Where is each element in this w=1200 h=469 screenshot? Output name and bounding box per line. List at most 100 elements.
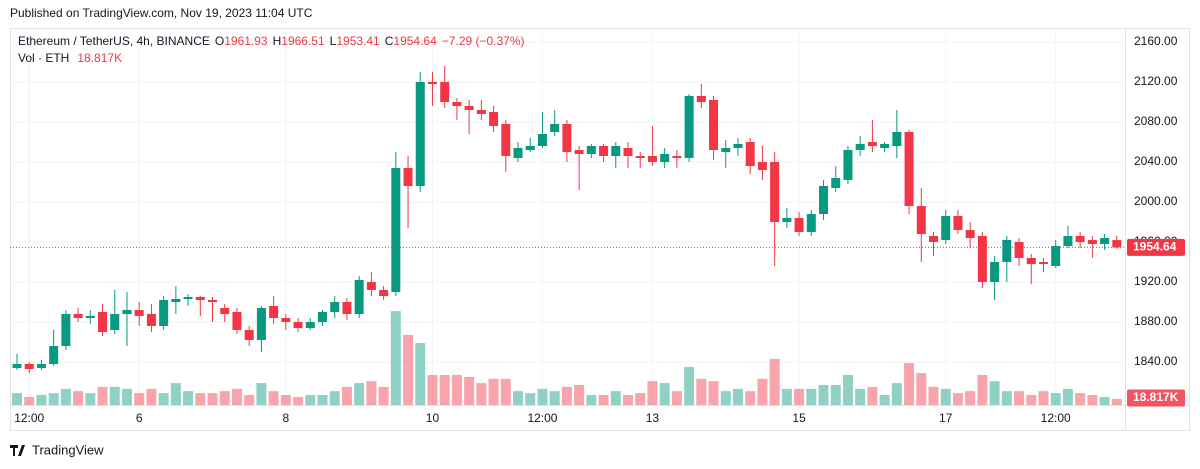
volume-bar [464, 376, 475, 405]
candle-body [525, 146, 535, 150]
legend-high: 1966.51 [281, 34, 325, 48]
candle-body [904, 132, 914, 206]
candle-body [427, 82, 437, 84]
last-volume-label: 18.817K [1133, 390, 1179, 404]
volume-bar [635, 393, 646, 405]
volume-bar [1050, 393, 1061, 405]
volume-bar [1075, 393, 1086, 405]
y-tick-label: 2000.00 [1134, 194, 1178, 208]
candle-body [1112, 240, 1122, 248]
volume-bar [121, 388, 132, 405]
volume-legend: Vol · ETH 18.817K [18, 51, 122, 65]
volume-name: Vol · ETH [18, 51, 69, 65]
volume-bar [561, 386, 572, 405]
volume-bar [745, 391, 756, 405]
candle-body [415, 82, 425, 186]
volume-bar [378, 386, 389, 405]
candle-body [513, 148, 523, 158]
y-tick-label: 2120.00 [1134, 74, 1178, 88]
legend: Ethereum / TetherUS, 4h, BINANCE O1961.93… [18, 34, 525, 48]
x-tick-label: 15 [792, 411, 806, 425]
candle-body [1051, 246, 1061, 266]
candle-body [305, 322, 315, 328]
candle-body [916, 206, 926, 234]
candle-body [623, 148, 633, 156]
last-volume-box [1127, 389, 1185, 407]
candle-body [440, 82, 450, 102]
volume-bar [891, 383, 902, 405]
candle-body [464, 106, 474, 110]
volume-bar [134, 393, 145, 405]
candle-body [318, 312, 327, 322]
brand: TradingView [32, 442, 104, 457]
candle-body [745, 142, 755, 166]
volume-bar [305, 395, 316, 405]
candle-body [892, 132, 902, 146]
candle-body [269, 306, 279, 318]
volume-bar [415, 343, 426, 405]
candle-body [489, 112, 499, 126]
candle-body [134, 310, 144, 316]
volume-bar [769, 358, 780, 405]
candle-body [819, 186, 829, 214]
candle-body [342, 302, 352, 314]
candle-body [977, 236, 987, 282]
volume-bar [708, 381, 719, 405]
volume-bar [403, 335, 414, 405]
y-tick-label: 2080.00 [1134, 114, 1178, 128]
candle-body [232, 312, 242, 330]
candle-body [1100, 238, 1110, 244]
volume-bar [1001, 391, 1012, 405]
candle-body [635, 156, 645, 158]
candle-body [208, 300, 218, 302]
volume-bar [806, 388, 817, 405]
candle-body [831, 178, 841, 188]
candle-body [281, 318, 291, 322]
candle-body [146, 314, 156, 326]
candle-body [1038, 262, 1048, 264]
candle-body [49, 346, 59, 364]
volume-bar [574, 385, 585, 405]
candle-body [733, 144, 743, 148]
candle-body [122, 310, 132, 314]
x-tick-label: 8 [282, 411, 289, 425]
volume-bar [170, 383, 181, 405]
marks [10, 66, 1125, 405]
candle-body [354, 280, 364, 314]
volume-bar [879, 395, 890, 405]
candle-body [562, 124, 572, 152]
volume-bar [280, 395, 291, 405]
chart-frame [10, 28, 1190, 431]
candle-body [73, 314, 83, 318]
volume-bar [598, 395, 609, 405]
candle-body [159, 300, 169, 326]
legend-open: 1961.93 [224, 34, 268, 48]
candle-body [171, 299, 181, 302]
volume-bar [354, 383, 365, 405]
last-price-box [1127, 238, 1185, 256]
candle-body [709, 100, 719, 150]
candle-body [721, 148, 731, 152]
candle-body [855, 144, 865, 150]
volume-bar [488, 378, 499, 405]
volume-bar [219, 391, 230, 405]
legend-low: 1953.41 [336, 34, 380, 48]
labels: 1840.001880.001920.001960.002000.002040.… [14, 34, 1185, 425]
candle-body [941, 216, 951, 240]
candle-body [195, 297, 205, 300]
volume-bar [842, 375, 853, 405]
volume-bar [329, 391, 340, 405]
candle-body [660, 154, 670, 162]
candle-body [12, 364, 22, 368]
last-price-label: 1954.64 [1133, 240, 1177, 254]
volume-bar [684, 366, 695, 405]
volume-bar [48, 393, 59, 405]
candle-body [1026, 258, 1036, 264]
volume-bar [1062, 388, 1073, 405]
x-tick-label: 12:00 [1041, 411, 1071, 425]
candle-body [330, 302, 340, 312]
volume-bar [965, 391, 976, 405]
volume-bar [146, 388, 157, 405]
volume-bar [12, 393, 22, 405]
candle-body [391, 168, 401, 292]
